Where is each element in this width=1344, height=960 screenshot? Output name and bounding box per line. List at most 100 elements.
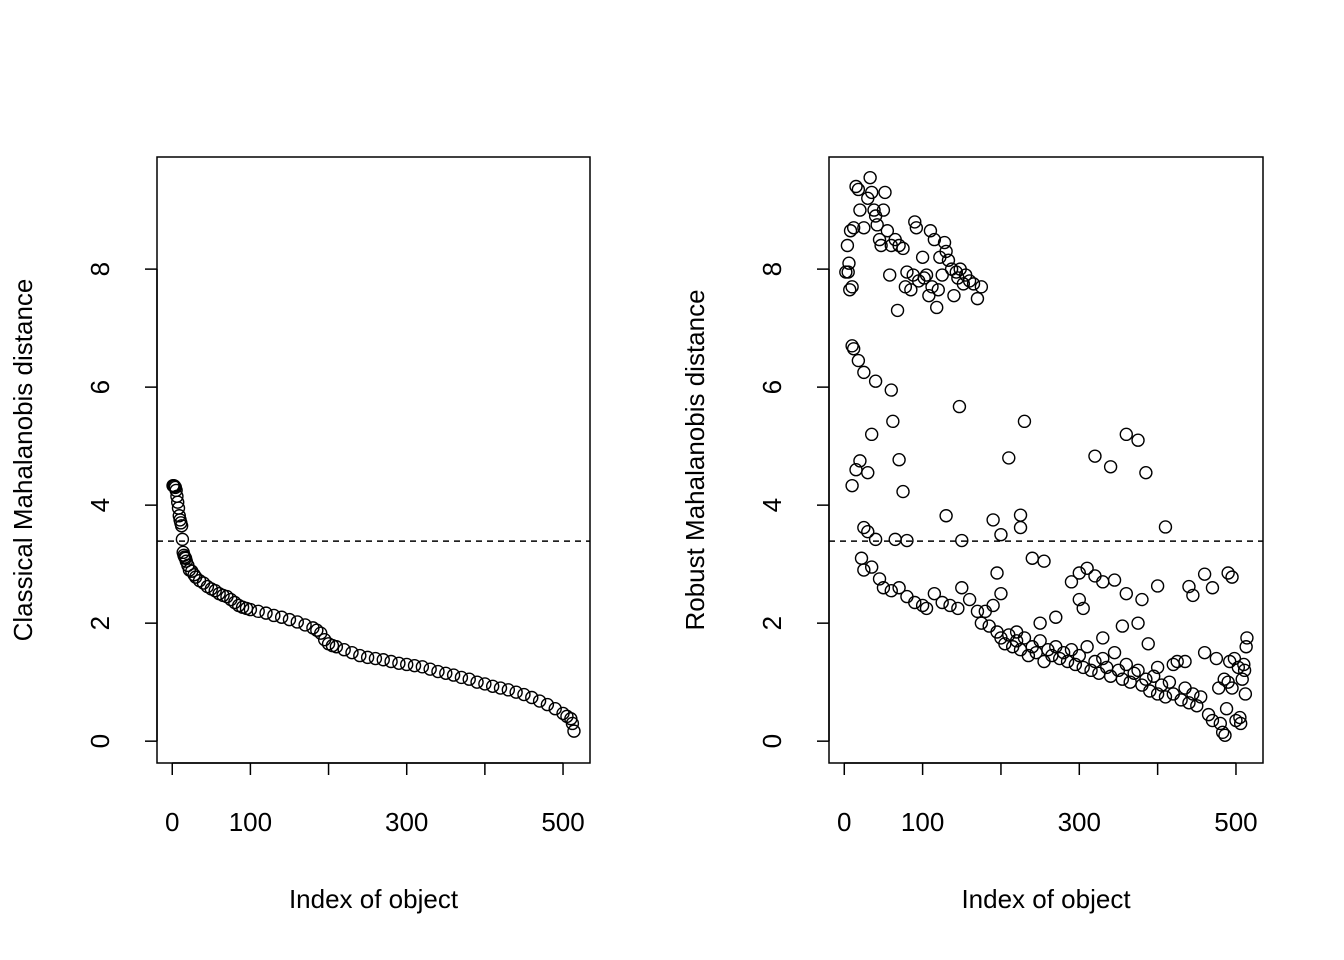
point bbox=[415, 660, 430, 674]
point bbox=[947, 288, 961, 303]
point bbox=[298, 618, 312, 632]
point bbox=[1068, 657, 1083, 672]
point bbox=[874, 238, 888, 253]
point bbox=[935, 595, 949, 610]
point bbox=[1131, 663, 1145, 678]
x-tick-label: 500 bbox=[541, 807, 584, 837]
point bbox=[1107, 645, 1122, 660]
point bbox=[904, 283, 918, 297]
point bbox=[509, 685, 523, 699]
x-tick-label: 100 bbox=[229, 807, 272, 837]
point bbox=[337, 643, 351, 657]
point bbox=[927, 232, 942, 247]
point bbox=[868, 532, 883, 547]
point bbox=[851, 182, 866, 197]
point bbox=[1064, 643, 1079, 657]
point bbox=[376, 653, 390, 667]
point bbox=[900, 589, 914, 604]
point bbox=[1213, 716, 1228, 731]
point bbox=[1127, 666, 1141, 681]
point bbox=[884, 383, 898, 397]
point bbox=[883, 268, 897, 282]
point bbox=[525, 690, 539, 705]
point bbox=[1182, 696, 1196, 710]
point bbox=[892, 453, 906, 467]
point bbox=[1088, 654, 1102, 669]
point bbox=[517, 687, 531, 702]
point bbox=[548, 702, 562, 716]
point bbox=[1131, 616, 1145, 630]
point bbox=[970, 604, 985, 619]
plot-box bbox=[156, 156, 591, 764]
point bbox=[1025, 551, 1039, 565]
point bbox=[1233, 716, 1248, 731]
point bbox=[1013, 508, 1028, 522]
point bbox=[567, 724, 581, 738]
point bbox=[1096, 651, 1110, 666]
point bbox=[943, 598, 957, 613]
point bbox=[565, 716, 580, 731]
y-tick-label: 6 bbox=[85, 380, 115, 394]
point bbox=[1225, 570, 1239, 584]
point bbox=[310, 623, 324, 637]
point bbox=[896, 241, 910, 256]
point bbox=[360, 650, 375, 665]
point bbox=[1174, 693, 1188, 707]
point bbox=[384, 654, 398, 669]
y-tick-label: 2 bbox=[757, 616, 787, 630]
y-tick-label: 8 bbox=[85, 262, 115, 276]
point bbox=[1060, 654, 1075, 669]
point bbox=[1217, 672, 1231, 686]
point bbox=[1013, 520, 1028, 535]
point bbox=[493, 681, 508, 695]
point bbox=[867, 203, 881, 217]
point bbox=[861, 465, 875, 480]
point bbox=[228, 595, 242, 610]
point bbox=[908, 215, 922, 229]
point bbox=[1080, 561, 1094, 575]
point bbox=[353, 648, 367, 663]
y-axis-label: Classical Mahalanobis distance bbox=[8, 279, 38, 642]
point bbox=[1009, 625, 1024, 639]
point bbox=[857, 563, 871, 577]
point bbox=[864, 427, 879, 442]
point bbox=[849, 179, 863, 194]
x-tick-label: 500 bbox=[1214, 807, 1257, 837]
point bbox=[1197, 567, 1212, 581]
point bbox=[454, 670, 469, 685]
point bbox=[896, 484, 910, 499]
point bbox=[1115, 619, 1130, 633]
point bbox=[1076, 601, 1090, 616]
point bbox=[1182, 579, 1196, 594]
point bbox=[501, 683, 516, 697]
point bbox=[1084, 663, 1098, 678]
point bbox=[259, 606, 273, 620]
point bbox=[853, 454, 867, 468]
point bbox=[1037, 654, 1051, 669]
point bbox=[970, 291, 985, 306]
point bbox=[532, 694, 547, 708]
point bbox=[925, 280, 939, 294]
point bbox=[1237, 663, 1252, 678]
point bbox=[923, 224, 938, 238]
y-tick-label: 8 bbox=[757, 262, 787, 276]
point bbox=[878, 185, 892, 200]
point bbox=[439, 666, 453, 681]
point bbox=[1235, 672, 1249, 686]
point bbox=[208, 584, 222, 598]
point bbox=[1141, 637, 1155, 651]
point bbox=[1237, 657, 1251, 672]
point bbox=[843, 283, 857, 297]
x-axis-label: Index of object bbox=[289, 884, 459, 914]
point bbox=[908, 595, 922, 610]
point bbox=[986, 513, 1000, 527]
point bbox=[982, 619, 996, 633]
point bbox=[994, 586, 1008, 601]
point bbox=[937, 235, 952, 250]
point bbox=[1239, 640, 1253, 654]
point bbox=[951, 601, 965, 616]
point bbox=[888, 532, 902, 547]
point bbox=[1056, 645, 1071, 660]
point bbox=[919, 268, 934, 282]
point bbox=[857, 520, 871, 535]
